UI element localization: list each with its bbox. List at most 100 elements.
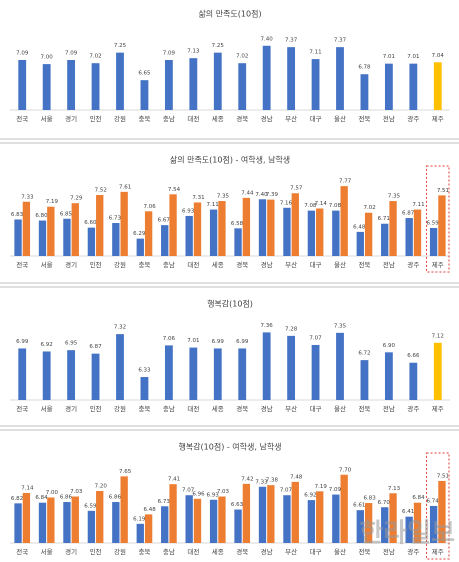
value-label: 6.92 (41, 342, 53, 348)
bar (340, 474, 348, 543)
bar (336, 332, 344, 400)
bar (234, 228, 242, 256)
bar (360, 360, 369, 400)
bar (140, 80, 149, 110)
x-tick-label: 경기 (65, 114, 77, 123)
value-label: 7.39 (266, 192, 279, 198)
value-label: 6.92 (304, 493, 316, 499)
x-tick-label: 울산 (334, 547, 346, 556)
bar (238, 348, 247, 400)
bar (38, 220, 47, 256)
bar (116, 334, 124, 400)
bar (18, 59, 27, 110)
chart-title: 행복감(10점) (207, 299, 253, 309)
value-label: 6.66 (407, 353, 420, 359)
bar (287, 335, 296, 400)
x-tick-label: 충남 (163, 547, 175, 556)
value-label: 7.54 (168, 187, 181, 193)
value-label: 7.42 (241, 476, 253, 482)
x-tick-label: 경기 (65, 260, 77, 269)
value-label: 6.93 (206, 492, 219, 498)
bar (381, 223, 389, 256)
value-label: 7.13 (388, 486, 401, 492)
bar (185, 495, 193, 543)
x-tick-label: 전국 (16, 404, 28, 413)
bar (291, 481, 299, 543)
value-label: 7.44 (241, 190, 254, 196)
bar (67, 350, 76, 400)
value-label: 6.73 (158, 499, 171, 505)
bar (267, 485, 275, 543)
value-label: 6.86 (60, 495, 73, 501)
value-label: 6.41 (402, 509, 414, 515)
x-tick-label: 제주 (432, 261, 444, 269)
bar (311, 59, 320, 110)
x-tick-label: 전국 (16, 547, 28, 556)
value-label: 7.25 (114, 43, 127, 49)
value-label: 6.83 (363, 496, 376, 502)
x-tick-label: 울산 (334, 260, 346, 269)
bar (140, 377, 149, 400)
value-label: 6.59 (84, 503, 97, 509)
bar (71, 496, 79, 543)
value-label: 6.60 (84, 220, 97, 226)
bar (164, 345, 173, 400)
x-tick-label: 서울 (41, 547, 53, 556)
value-label: 6.78 (358, 65, 371, 71)
value-label: 6.61 (353, 503, 365, 509)
value-label: 6.19 (133, 516, 146, 522)
bar (413, 502, 422, 543)
value-label: 7.37 (285, 38, 298, 44)
bar (389, 493, 397, 543)
value-label: 7.35 (334, 323, 347, 329)
value-label: 7.20 (95, 484, 108, 490)
x-tick-label: 강원 (114, 114, 126, 123)
bar (332, 494, 340, 543)
value-label: 6.95 (65, 341, 78, 347)
value-label: 6.87 (402, 211, 415, 217)
x-tick-label: 부산 (285, 260, 297, 269)
x-tick-label: 부산 (285, 114, 297, 123)
bar (433, 62, 442, 110)
bar (144, 514, 153, 543)
bar (242, 197, 251, 256)
value-label: 7.38 (266, 478, 279, 484)
value-label: 6.96 (192, 491, 205, 497)
x-tick-label: 충북 (138, 547, 150, 556)
value-label: 7.52 (95, 188, 107, 194)
value-label: 7.65 (119, 469, 132, 475)
value-label: 7.29 (70, 196, 83, 202)
bar (47, 206, 55, 256)
x-tick-label: 경북 (236, 260, 248, 269)
bar (234, 509, 242, 543)
value-label: 6.82 (11, 496, 23, 502)
x-tick-label: 세종 (212, 404, 224, 413)
value-label: 7.07 (280, 488, 293, 494)
bar (120, 476, 128, 543)
x-tick-label: 전국 (16, 114, 28, 123)
value-label: 7.08 (304, 203, 317, 209)
x-tick-label: 제주 (432, 405, 444, 413)
value-label: 7.25 (212, 43, 225, 49)
x-tick-label: 세종 (212, 114, 224, 123)
bar (209, 209, 218, 256)
value-label: 7.00 (46, 490, 59, 496)
value-label: 7.11 (412, 202, 424, 208)
value-label: 7.04 (432, 53, 445, 59)
value-label: 7.09 (16, 50, 29, 56)
value-label: 7.12 (432, 333, 444, 339)
value-label: 6.84 (412, 495, 425, 501)
bar (71, 203, 79, 256)
bar (38, 502, 47, 543)
bar (336, 47, 344, 110)
bar (22, 492, 31, 543)
value-label: 6.93 (182, 208, 195, 214)
value-label: 6.74 (426, 498, 439, 504)
x-tick-label: 충남 (163, 404, 175, 413)
bar (67, 59, 76, 110)
bar (262, 45, 271, 110)
x-tick-label: 충북 (138, 114, 150, 123)
x-tick-label: 전북 (358, 114, 370, 123)
x-tick-label: 경북 (236, 404, 248, 413)
